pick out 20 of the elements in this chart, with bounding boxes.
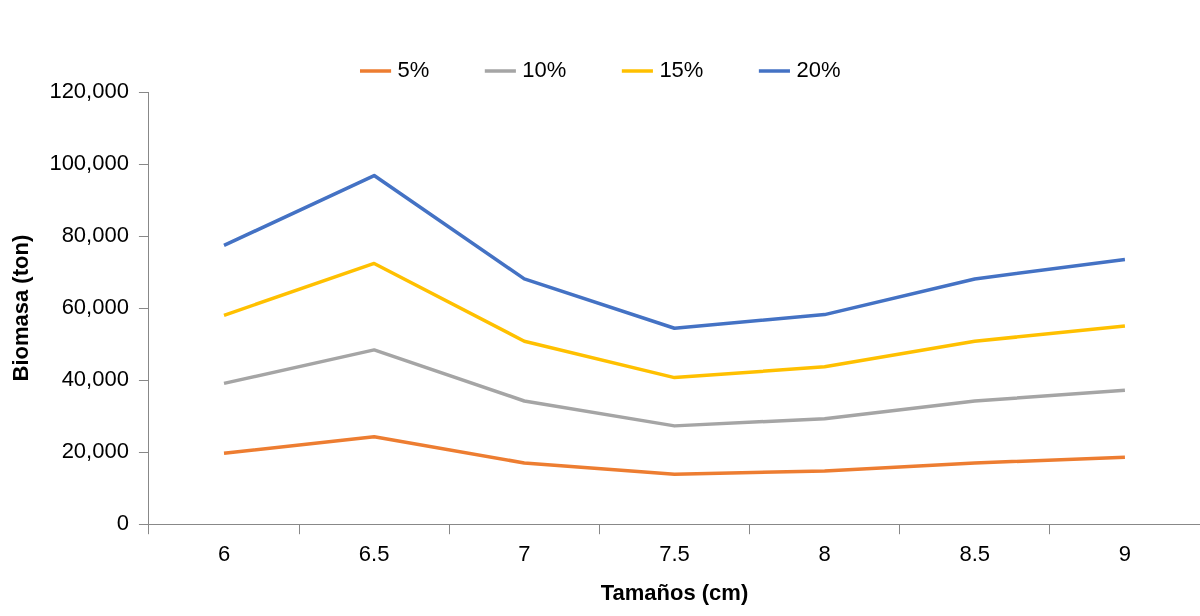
x-tick-label: 6 <box>217 541 231 567</box>
legend-label: 10% <box>522 57 567 83</box>
y-tick-label: 80,000 <box>61 222 129 248</box>
y-tick-label: 40,000 <box>61 366 129 392</box>
y-axis-title: Biomasa (ton) <box>8 234 34 382</box>
legend-label: 20% <box>796 57 841 83</box>
x-tick-label: 7.5 <box>659 541 690 567</box>
x-tick-label: 8.5 <box>959 541 991 567</box>
legend-label: 5% <box>397 57 430 83</box>
x-tick-label: 6.5 <box>358 541 390 567</box>
y-tick-label: 20,000 <box>61 438 129 464</box>
x-tick-label: 7 <box>518 541 531 567</box>
x-tick-label: 9 <box>1118 541 1132 567</box>
x-axis-title: Tamaños (cm) <box>600 579 749 605</box>
legend-label: 15% <box>659 57 704 83</box>
y-tick-label: 100,000 <box>49 150 129 176</box>
y-tick-label: 60,000 <box>61 294 129 320</box>
x-tick-label: 8 <box>818 541 831 567</box>
y-tick-label: 0 <box>116 510 129 536</box>
y-tick-label: 120,000 <box>49 78 129 104</box>
